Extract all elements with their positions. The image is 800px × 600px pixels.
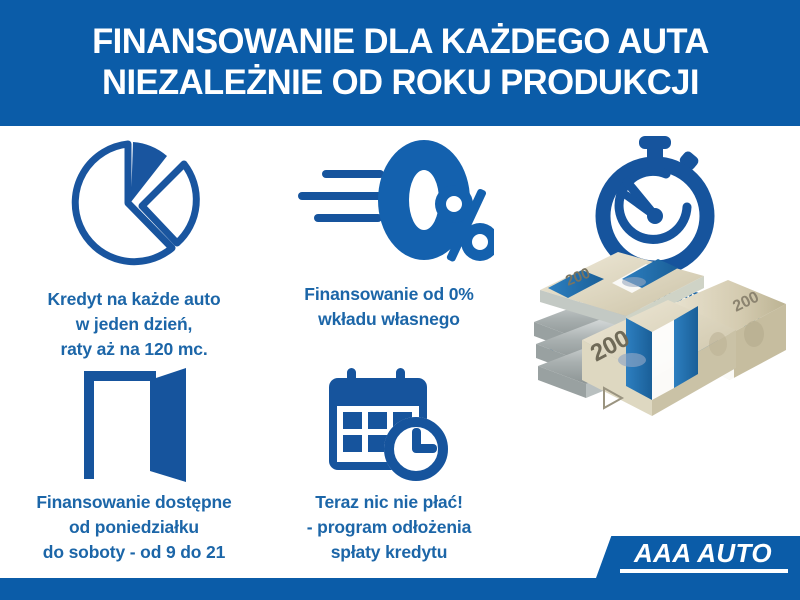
feature-item-credit: Kredyt na każde auto w jeden dzień, raty… xyxy=(0,134,268,366)
feature-caption: Kredyt na każde auto w jeden dzień, raty… xyxy=(47,289,221,359)
feature-item-deferred-payment: Teraz nic nie płać! - program odłożenia … xyxy=(268,366,510,578)
money-photo-cell: 200 200 200 xyxy=(508,236,800,600)
pie-chart-icon xyxy=(59,134,209,279)
zero-percent-icon xyxy=(284,134,494,274)
header-banner: FINANSOWANIE DLA KAŻDEGO AUTA NIEZALEŻNI… xyxy=(0,0,800,126)
banner-headline-line-1: FINANSOWANIE DLA KAŻDEGO AUTA xyxy=(91,22,709,62)
calendar-clock-icon xyxy=(319,366,459,484)
bottom-bar xyxy=(0,578,800,600)
banknote-stacks-photo: 200 200 200 xyxy=(534,252,786,416)
aaa-auto-logo-text: AAA AUTO xyxy=(633,538,772,568)
feature-item-opening-hours: Finansowanie dostępne od poniedziałku do… xyxy=(0,366,268,578)
feature-caption: Teraz nic nie płać! - program odłożenia … xyxy=(306,492,472,562)
open-door-icon xyxy=(64,366,204,484)
feature-caption: Finansowanie od 0% wkładu własnego xyxy=(304,284,474,329)
feature-caption: Finansowanie dostępne od poniedziałku do… xyxy=(36,492,232,562)
banner-headline-line-2: NIEZALEŻNIE OD ROKU PRODUKCJI xyxy=(101,63,699,102)
logo-underline xyxy=(620,569,788,573)
feature-item-zero-percent: Finansowanie od 0% wkładu własnego xyxy=(268,134,510,366)
